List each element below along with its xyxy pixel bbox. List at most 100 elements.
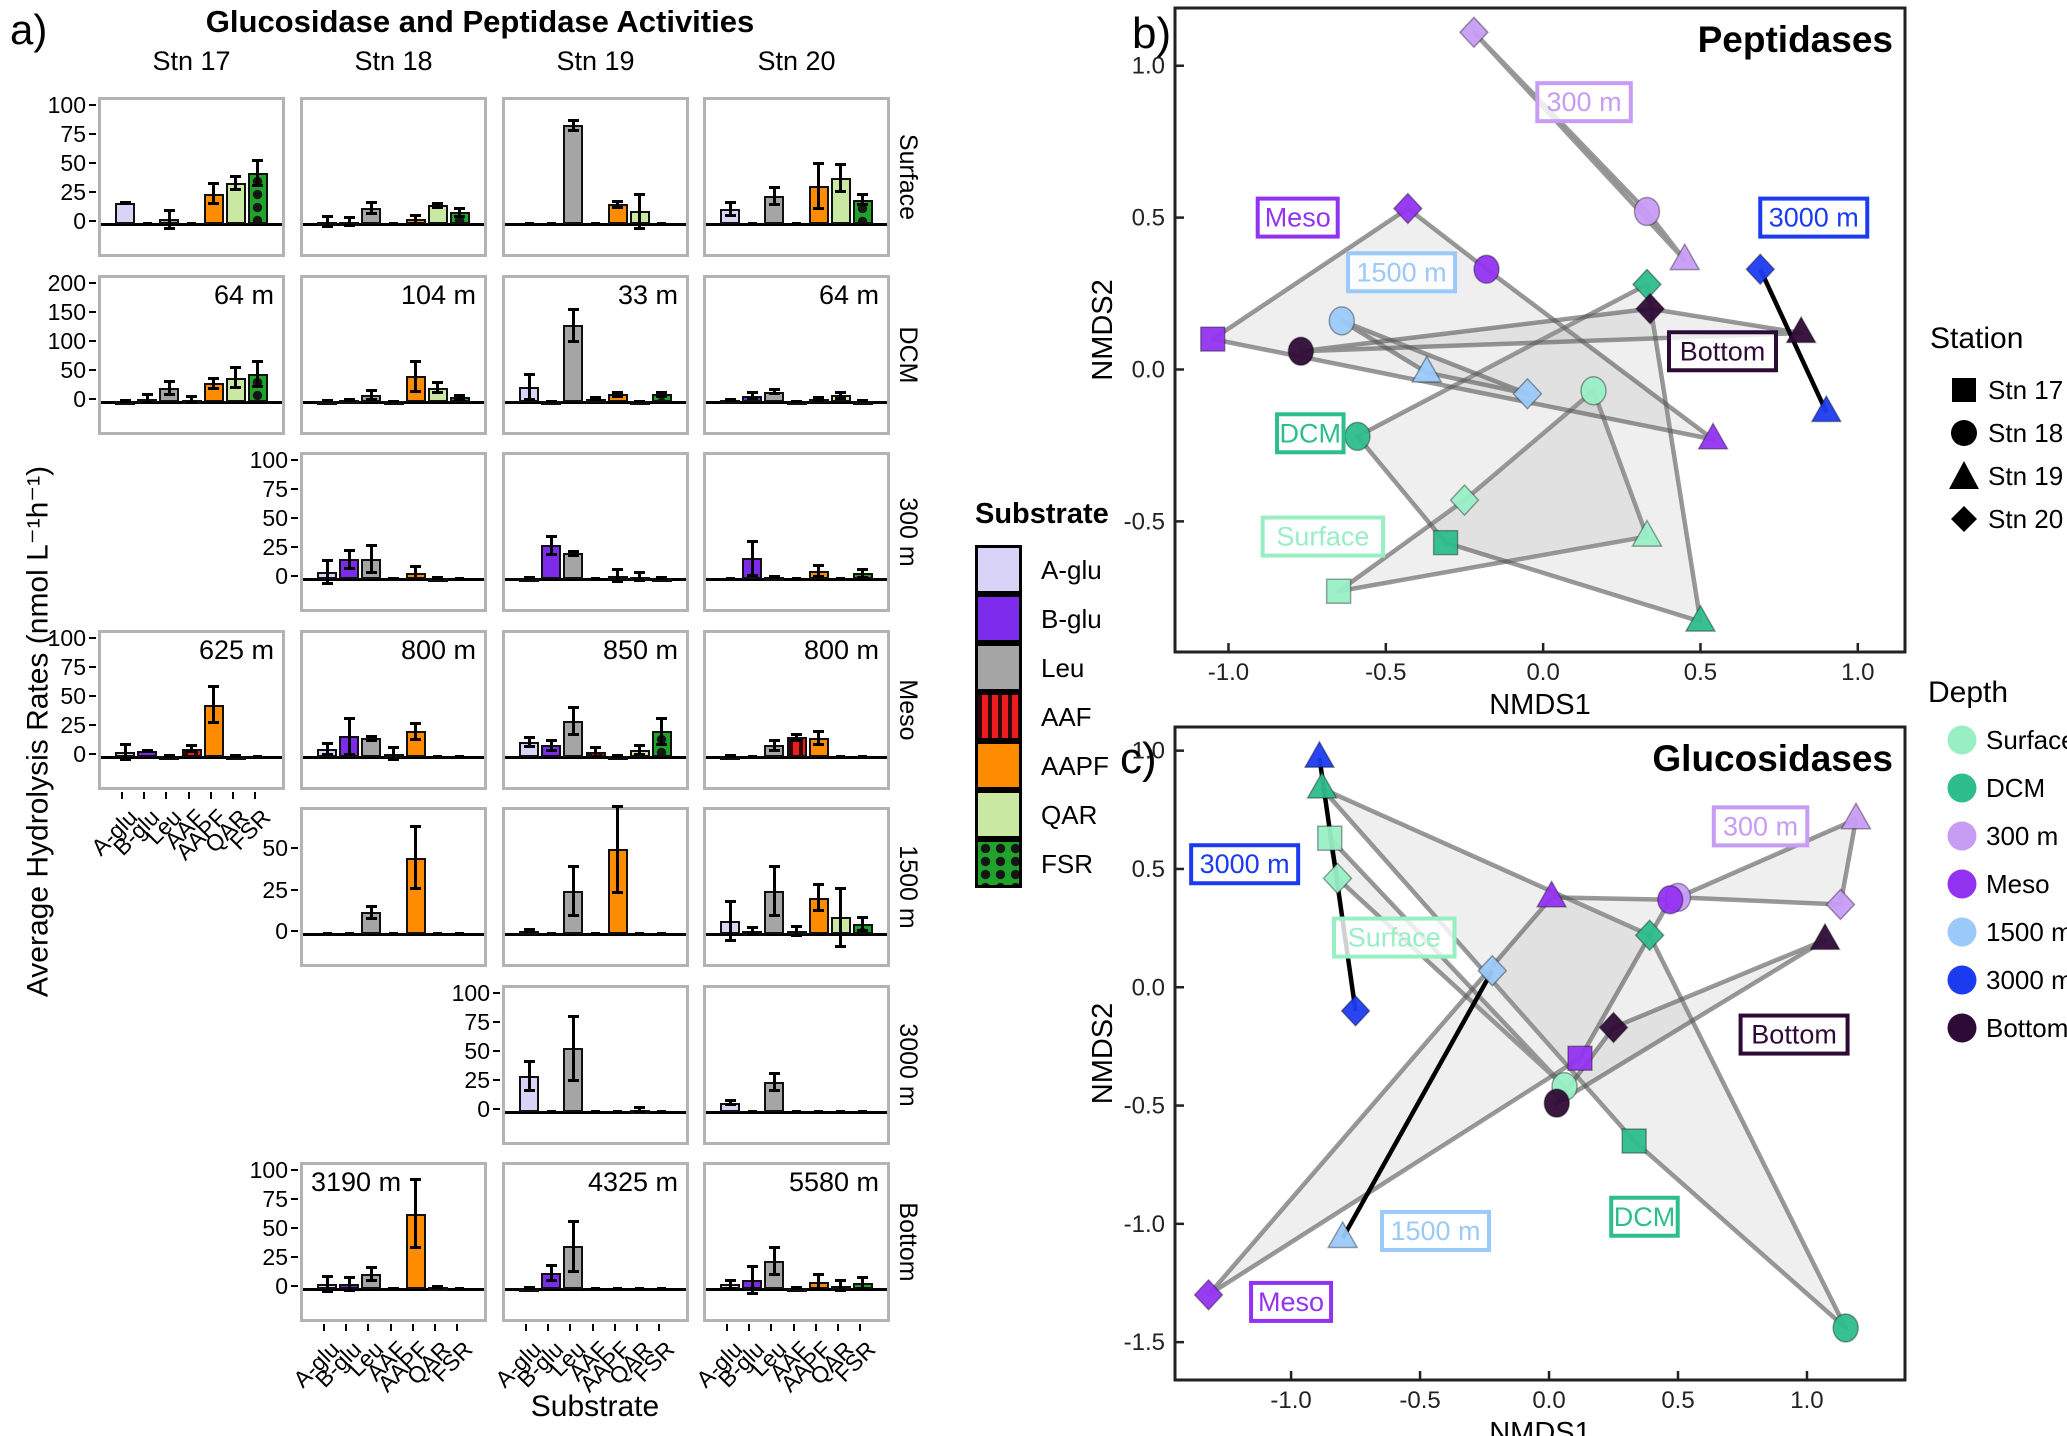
error-cap (252, 384, 264, 388)
error-cap (724, 938, 736, 942)
nmds-plot-glucosidases: 3000 m Surface 300 m Bottom DCM 1500 m Meso -1.… (1087, 725, 1907, 1436)
error-bar (817, 565, 821, 577)
station-legend-label: Stn 19 (1988, 460, 2064, 491)
group-label-box (1255, 196, 1340, 239)
y-tick-mark (89, 282, 96, 284)
depth-color-dot (1947, 869, 1977, 899)
point-diamond (1825, 888, 1856, 921)
x-tick-mark (165, 792, 168, 799)
zero-dash (836, 577, 846, 581)
y-tick-label: 0 (275, 563, 288, 589)
error-bar (414, 361, 418, 392)
error-bar (861, 193, 865, 206)
error-cap (746, 1264, 758, 1268)
error-cap (388, 745, 399, 749)
error-cap (634, 400, 646, 403)
error-cap (567, 308, 579, 312)
nmds2-axis-title: NMDS2 (1087, 1003, 1119, 1105)
y-tick-label: -0.5 (1124, 1093, 1165, 1120)
x-tick-mark (411, 1324, 414, 1331)
y-tick-label: 75 (262, 1186, 288, 1212)
point-circle (1580, 376, 1607, 406)
error-cap (208, 182, 220, 186)
depth-strip-label: Bottom (894, 1202, 923, 1282)
x-tick-label: 0.0 (1532, 1387, 1565, 1414)
zero-dash (142, 222, 152, 226)
point-triangle (1410, 355, 1443, 383)
error-cap (119, 743, 131, 747)
zero-dash (389, 932, 398, 936)
y-tick-label: 25 (60, 179, 86, 205)
station-legend-item: Stn 18 (1948, 417, 2063, 449)
error-cap (612, 567, 624, 571)
error-bar (325, 215, 329, 228)
y-tick-mark (89, 104, 96, 106)
x-tick-mark (792, 1324, 795, 1331)
error-cap (768, 575, 780, 579)
error-bar (817, 731, 821, 746)
circle-icon (1951, 420, 1977, 446)
panel-a-label: a) (10, 6, 48, 53)
error-bar (750, 927, 754, 934)
error-bar (772, 388, 776, 395)
substrate-swatch-label: AAPF (1041, 751, 1109, 781)
error-cap (612, 199, 624, 203)
panel-depth-label: 33 m (617, 280, 678, 310)
y-tick-label: 25 (262, 1244, 288, 1270)
error-cap (388, 758, 399, 762)
error-bar (436, 203, 440, 208)
error-cap (545, 552, 557, 556)
point-circle (1328, 306, 1356, 336)
error-cap (343, 1276, 355, 1280)
error-cap (857, 203, 869, 207)
bar-panel: 850 m (502, 630, 689, 790)
x-tick-mark (726, 1324, 729, 1331)
error-cap (252, 159, 264, 163)
error-cap (612, 805, 624, 809)
y-tick-label: 1.0 (1132, 738, 1165, 765)
station-legend: Station Stn 17 Stn 18 Stn 19 Stn 20 (1930, 322, 2067, 582)
y-tick-mark (291, 488, 298, 490)
error-cap (768, 913, 780, 917)
zero-axis-line (706, 756, 887, 759)
error-cap (835, 1278, 847, 1282)
error-cap (410, 213, 422, 217)
error-cap (634, 192, 646, 196)
x-tick-mark (635, 1324, 638, 1331)
error-cap (208, 376, 220, 380)
error-cap (857, 1276, 869, 1280)
depth-strip-label: Meso (894, 679, 923, 741)
error-bar (728, 201, 732, 216)
error-cap (208, 721, 220, 725)
y-tick-mark (291, 517, 298, 519)
y-tick-label: 100 (47, 328, 86, 354)
zero-dash (591, 577, 600, 581)
error-bar (234, 176, 238, 191)
error-bar (347, 1277, 351, 1292)
error-cap (343, 752, 355, 756)
error-bar (527, 374, 531, 400)
error-cap (746, 932, 758, 935)
y-tick-mark (291, 1169, 298, 1171)
error-cap (567, 732, 579, 736)
bar-panel: 800 m (300, 630, 487, 790)
group-label-text: DCM (1614, 1202, 1676, 1232)
zero-dash (455, 755, 465, 759)
bar-panel (300, 452, 487, 612)
substrate-swatch-label: Leu (1041, 653, 1085, 683)
error-bar (772, 1247, 776, 1276)
error-cap (545, 1263, 557, 1267)
y-tick-label: 50 (464, 1038, 490, 1064)
error-cap (343, 716, 355, 720)
y-tick-label: 50 (262, 1215, 288, 1241)
zero-dash (747, 755, 757, 759)
y-tick-label: 0 (275, 1273, 288, 1299)
error-bar (369, 390, 373, 400)
error-cap (634, 571, 646, 575)
error-cap (252, 183, 264, 187)
error-bar (527, 1060, 531, 1092)
point-square (1621, 1128, 1647, 1154)
y-tick-label: 100 (451, 980, 490, 1006)
y-tick-mark (291, 1256, 298, 1258)
error-cap (791, 400, 802, 403)
